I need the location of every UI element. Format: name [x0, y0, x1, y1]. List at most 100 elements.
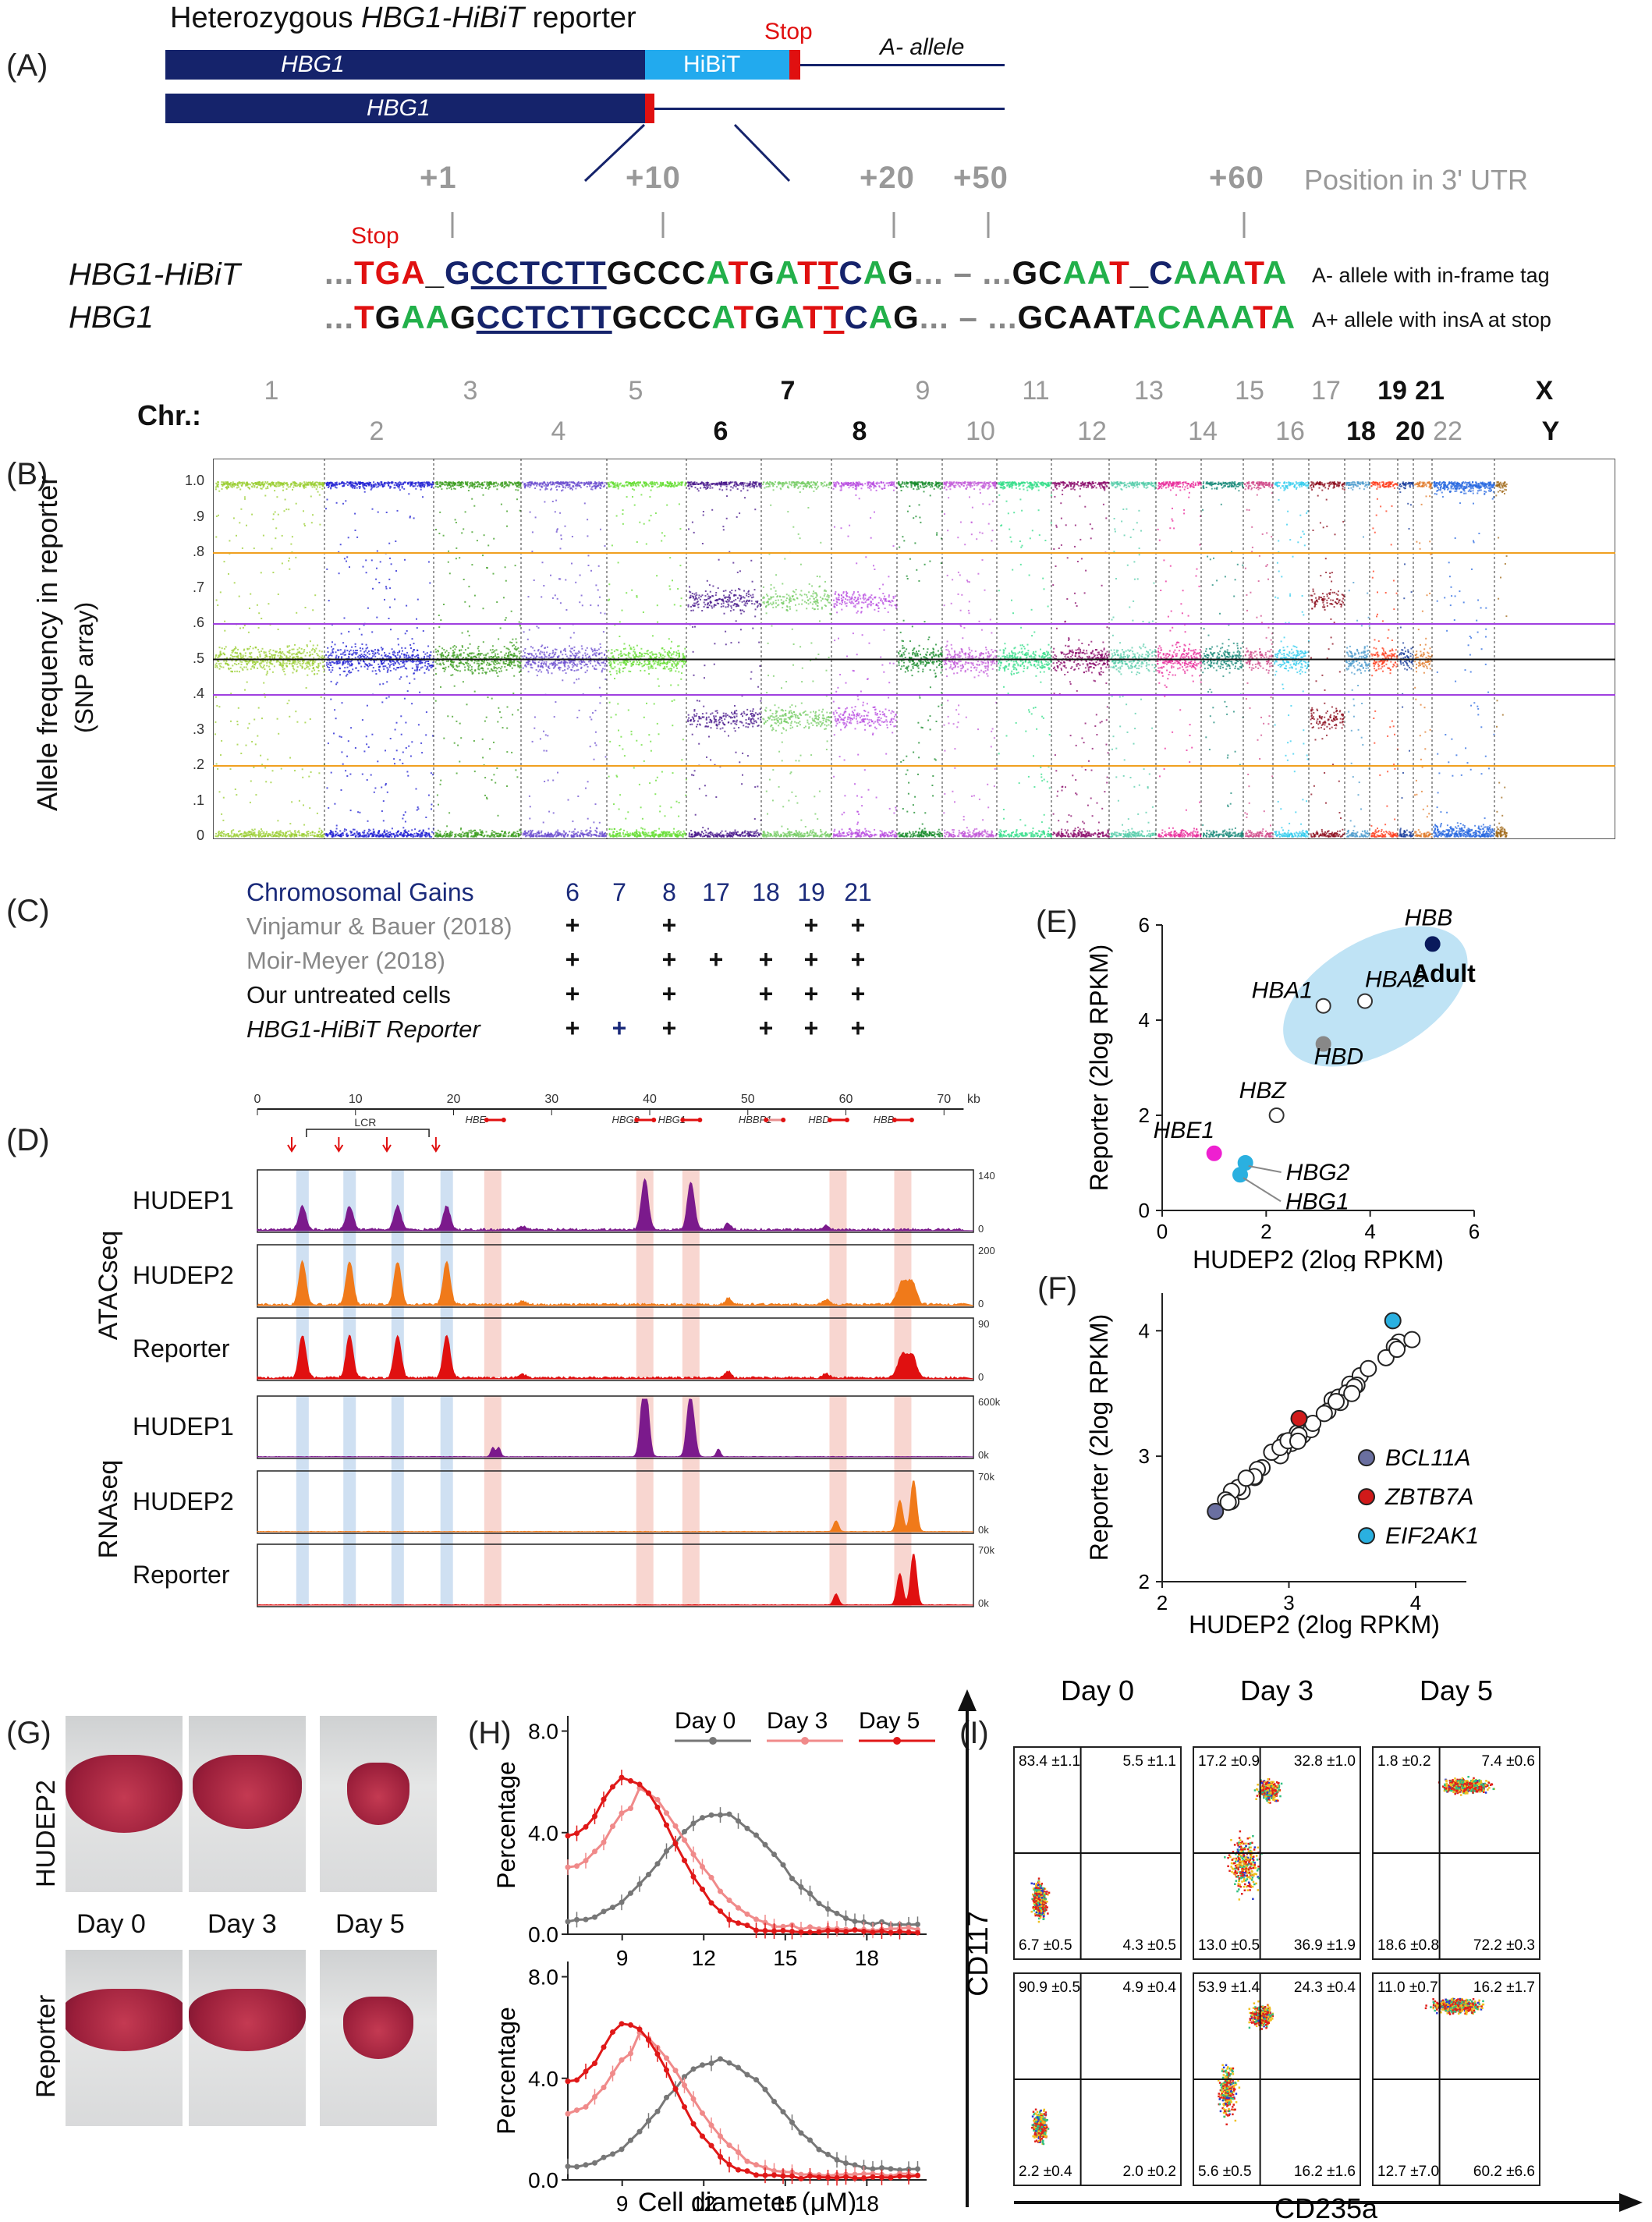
seq-row2: ...TGAAGCCTCTTGCCCATGATTCAG... – ...GCAA… — [324, 299, 1296, 335]
gain-mark: + — [850, 1014, 866, 1042]
gain-mark: + — [803, 1014, 819, 1042]
gain-row-name: Our untreated cells — [246, 981, 451, 1008]
hbg1-bar-wt — [165, 94, 645, 123]
ytick: .1 — [192, 792, 204, 808]
gain-mark: + — [661, 1014, 677, 1042]
utr-line-top — [800, 64, 1005, 66]
flow-plot: 1.8 ±0.2 7.4 ±0.618.6 ±0.8 72.2 ±0.3 — [1372, 1746, 1540, 1960]
tube-photo — [66, 1950, 183, 2126]
gain-mark: + — [565, 945, 580, 973]
gene-point — [1360, 1359, 1377, 1377]
g-day0: Day 0 — [76, 1909, 146, 1939]
chr-label-13: 13 — [1134, 376, 1164, 406]
point-HBB — [1424, 936, 1441, 952]
chr-label: Chr.: — [137, 399, 202, 431]
highlight-point — [1290, 1409, 1308, 1427]
panel-d-label: (D) — [6, 1123, 50, 1157]
gain-mark: + — [803, 980, 819, 1008]
seq-stop-label: Stop — [351, 223, 399, 249]
seq-row1: ...TGA_GCCTCTTGCCCATGATTCAG... – ...GCAA… — [324, 254, 1288, 291]
allele-label-top: A- allele — [880, 34, 965, 60]
flow-plot: 53.9 ±1.4 24.3 ±0.45.6 ±0.5 16.2 ±1.6 — [1193, 1972, 1361, 2186]
ytick: 1.0 — [184, 473, 204, 488]
gain-col-7: 7 — [612, 878, 626, 906]
tube-photo — [320, 1950, 437, 2126]
flow-plot: 11.0 ±0.7 16.2 ±1.712.7 ±7.0 60.2 ±6.6 — [1372, 1972, 1540, 2186]
gain-mark: + — [661, 945, 677, 973]
gain-mark: + — [565, 911, 580, 939]
stop-label-top: Stop — [764, 19, 813, 44]
chr-label-1: 1 — [264, 376, 279, 406]
gain-mark: + — [758, 1014, 774, 1042]
chr-label-16: 16 — [1275, 416, 1305, 446]
ytick: .8 — [192, 544, 204, 559]
pos-plus50: +50 — [953, 161, 1009, 195]
chr-bottom-labels: 2 4 6 8 10 12 14 16 18 20 22 Y — [0, 416, 1652, 451]
gain-row-name: Vinjamur & Bauer (2018) — [246, 913, 512, 940]
g-row1-label: HUDEP2 — [31, 1780, 61, 1887]
g-day3: Day 3 — [207, 1909, 277, 1939]
gain-mark: + — [661, 980, 677, 1008]
chr-label-8: 8 — [852, 416, 867, 446]
tube-photo — [320, 1716, 437, 1892]
gain-mark: + — [565, 980, 580, 1008]
point-HBA2 — [1357, 993, 1373, 1009]
chr-label-2: 2 — [369, 416, 385, 446]
gene-point — [1237, 1469, 1255, 1487]
chr-label-5: 5 — [628, 376, 643, 406]
gain-mark: + — [850, 945, 866, 973]
gain-mark: + — [850, 911, 866, 939]
flow-plot: 83.4 ±1.1 5.5 ±1.16.7 ±0.5 4.3 ±0.5 — [1013, 1746, 1182, 1960]
gain-col-19: 19 — [797, 878, 825, 906]
gain-mark: + — [708, 945, 724, 973]
gene-point — [1289, 1432, 1306, 1450]
chr-label-6: 6 — [713, 416, 729, 446]
ytick: .7 — [192, 579, 204, 595]
point-HBD — [1315, 1036, 1331, 1052]
flow-plot: 17.2 ±0.9 32.8 ±1.013.0 ±0.5 36.9 ±1.9 — [1193, 1746, 1361, 1960]
gain-row-name: HBG1-HiBiT Reporter — [246, 1015, 480, 1043]
chr-label-15: 15 — [1235, 376, 1264, 406]
hibit-tag-box — [645, 50, 789, 80]
chr-label-4: 4 — [551, 416, 566, 446]
seq-row2-desc: A+ allele with insA at stop — [1312, 308, 1551, 331]
pos-plus10: +10 — [626, 161, 681, 195]
ytick: .4 — [192, 686, 204, 701]
gain-mark: + — [803, 911, 819, 939]
tube-photo — [66, 1716, 183, 1892]
gene-label-bottom: HBG1 — [367, 95, 431, 121]
chr-label-10: 10 — [966, 416, 995, 446]
ytick: .5 — [192, 650, 204, 666]
ytick: .2 — [192, 757, 204, 772]
panel-h-label: (H) — [468, 1716, 512, 1750]
gain-col-6: 6 — [565, 878, 580, 906]
pos-plus60: +60 — [1209, 161, 1264, 195]
pos-plus20: +20 — [860, 161, 915, 195]
gain-row-name: Moir-Meyer (2018) — [246, 947, 445, 974]
zoom-lines — [451, 123, 1246, 238]
snp-array-plot — [213, 459, 1615, 839]
panel-a-label: (A) — [6, 48, 48, 83]
chr-label-17: 17 — [1311, 376, 1341, 406]
g-row2-label: Reporter — [31, 1994, 61, 2098]
gain-mark: + — [661, 911, 677, 939]
ytick: 0 — [196, 827, 204, 843]
ytick: .9 — [192, 508, 204, 524]
chr-label-Y: Y — [1541, 416, 1560, 446]
chr-label-18: 18 — [1346, 416, 1376, 446]
tube-photo — [189, 1950, 306, 2126]
chr-label-11: 11 — [1022, 376, 1050, 406]
position-caption: Position in 3' UTR — [1304, 164, 1528, 196]
utr-line-bottom — [654, 108, 1005, 110]
panel-c-label: (C) — [6, 894, 50, 928]
gain-col-21: 21 — [844, 878, 872, 906]
snp-ylabel-2: (SNP array) — [70, 601, 98, 733]
flow-plot: 90.9 ±0.5 4.9 ±0.42.2 ±0.4 2.0 ±0.2 — [1013, 1972, 1182, 2186]
gene-point — [1327, 1393, 1345, 1411]
gene-point — [1388, 1341, 1406, 1359]
gain-mark: + — [565, 1014, 580, 1042]
